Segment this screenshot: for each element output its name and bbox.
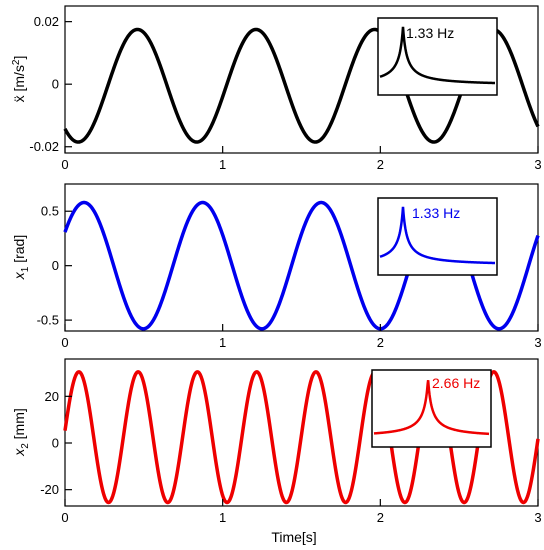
x-tick-label-middle: 0	[61, 335, 68, 350]
y-tick-label-bottom: 20	[45, 389, 59, 404]
x-tick-label-top: 1	[219, 157, 226, 172]
y-axis-label-bottom-base: x	[11, 448, 27, 457]
y-tick-label-top: 0	[52, 77, 59, 92]
y-axis-label-top: ẍ [m/s2]	[11, 56, 27, 103]
inset-frame-bottom	[371, 369, 492, 448]
x-axis-label-bottom: Time[s]	[271, 529, 316, 545]
x-tick-label-bottom: 0	[61, 510, 68, 525]
y-ticks-bottom: 20 0 -20	[40, 389, 72, 497]
x-tick-label-bottom: 3	[534, 510, 541, 525]
y-axis-label-middle: x1 [rad]	[11, 235, 31, 280]
x-tick-label-top: 3	[534, 157, 541, 172]
inset-peak-top	[379, 26, 496, 85]
y-tick-label-middle: 0	[52, 258, 59, 273]
y-axis-label-top-sup: 2	[11, 59, 22, 65]
x-tick-label-bottom: 1	[219, 510, 226, 525]
inset-peak-bottom	[373, 380, 490, 436]
inset-label-top: 1.33 Hz	[406, 25, 454, 41]
inset-spectrum-bottom: 2.66 Hz	[371, 369, 492, 448]
y-axis-label-middle-sub: 1	[20, 266, 31, 272]
series-line-bottom	[63, 370, 540, 505]
series-line-top	[63, 27, 540, 144]
x-ticks-middle: 0 1 2 3	[61, 324, 542, 350]
y-axis-label-top-base: ẍ [m/s	[11, 65, 27, 102]
inset-label-bottom: 2.66 Hz	[432, 375, 480, 391]
x-tick-label-top: 2	[377, 157, 384, 172]
y-axis-label-bottom-sub: 2	[20, 443, 31, 449]
x-tick-label-top: 0	[61, 157, 68, 172]
y-tick-label-top: 0.02	[34, 14, 59, 29]
y-axis-label-middle-base: x	[11, 271, 27, 280]
x-ticks-bottom: 0 1 2 3	[61, 499, 542, 525]
y-axis-label-middle-tail: [rad]	[11, 235, 27, 267]
x-tick-label-middle: 2	[377, 335, 384, 350]
y-axis-label-bottom: x2 [mm]	[11, 408, 31, 457]
y-ticks-middle: 0.5 0 -0.5	[37, 204, 72, 328]
y-tick-label-top: -0.02	[29, 139, 59, 154]
x-tick-label-middle: 3	[534, 335, 541, 350]
y-tick-label-bottom: -20	[40, 482, 59, 497]
y-axis-label-bottom-tail: [mm]	[11, 408, 27, 443]
inset-label-middle: 1.33 Hz	[412, 205, 460, 221]
y-tick-label-middle: -0.5	[37, 313, 59, 328]
y-tick-label-bottom: 0	[52, 436, 59, 451]
x-tick-label-bottom: 2	[377, 510, 384, 525]
inset-peak-middle	[379, 206, 496, 265]
inset-spectrum-top: 1.33 Hz	[377, 17, 498, 96]
y-tick-label-middle: 0.5	[41, 204, 59, 219]
x-tick-label-middle: 1	[219, 335, 226, 350]
y-ticks-top: 0.02 0 -0.02	[29, 14, 72, 154]
inset-spectrum-middle: 1.33 Hz	[377, 197, 498, 276]
y-axis-label-top-tail: ]	[11, 56, 27, 60]
